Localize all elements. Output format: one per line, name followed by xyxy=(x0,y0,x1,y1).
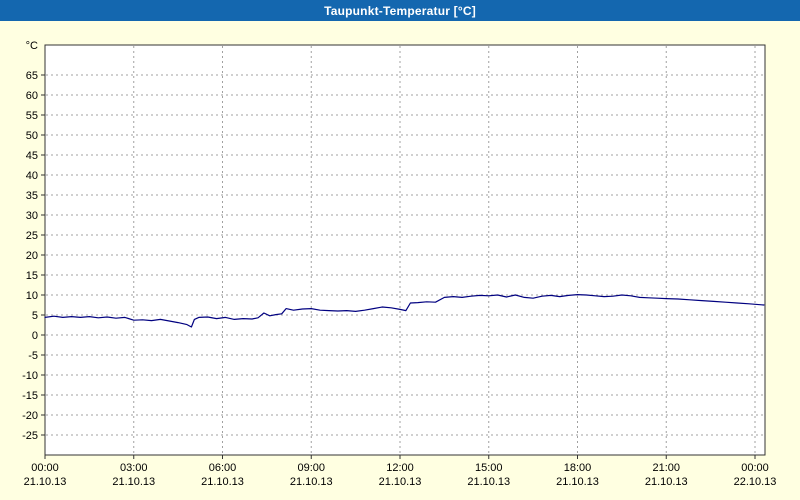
y-tick-label: 35 xyxy=(26,190,38,202)
x-tick-time-label: 18:00 xyxy=(564,462,592,474)
y-tick-label: 5 xyxy=(32,310,38,322)
x-tick-date-label: 21.10.13 xyxy=(201,476,244,488)
chart-title: Taupunkt-Temperatur [°C] xyxy=(324,3,476,18)
chart: 65605550454035302520151050-5-10-15-20-25… xyxy=(22,40,777,488)
y-tick-label: 25 xyxy=(26,230,38,242)
plot-background xyxy=(45,45,765,455)
x-tick-time-label: 00:00 xyxy=(741,462,769,474)
x-tick-time-label: 09:00 xyxy=(297,462,325,474)
x-tick-date-label: 21.10.13 xyxy=(645,476,688,488)
y-tick-label: 45 xyxy=(26,150,38,162)
y-tick-label: -20 xyxy=(22,410,38,422)
series-line xyxy=(44,294,765,328)
y-tick-label: 20 xyxy=(26,250,38,262)
y-tick-label: 65 xyxy=(26,70,38,82)
y-tick-label: 30 xyxy=(26,210,38,222)
x-tick-time-label: 03:00 xyxy=(120,462,148,474)
x-tick-date-label: 22.10.13 xyxy=(734,476,777,488)
y-tick-label: 10 xyxy=(26,290,38,302)
plot-border xyxy=(44,44,766,456)
y-tick-label: 50 xyxy=(26,130,38,142)
x-tick-time-label: 06:00 xyxy=(209,462,237,474)
x-tick-time-label: 21:00 xyxy=(652,462,680,474)
y-tick-label: -5 xyxy=(28,350,38,362)
y-tick-label: 60 xyxy=(26,90,38,102)
y-tick-label: -15 xyxy=(22,390,38,402)
x-tick-date-label: 21.10.13 xyxy=(467,476,510,488)
x-tick-time-label: 00:00 xyxy=(31,462,59,474)
x-tick-date-label: 21.10.13 xyxy=(290,476,333,488)
y-tick-label: 0 xyxy=(32,330,38,342)
y-axis-unit-label: °C xyxy=(26,40,38,52)
x-tick-date-label: 21.10.13 xyxy=(379,476,422,488)
x-tick-date-label: 21.10.13 xyxy=(556,476,599,488)
x-tick-date-label: 21.10.13 xyxy=(112,476,155,488)
x-tick-date-label: 21.10.13 xyxy=(24,476,67,488)
y-tick-label: 15 xyxy=(26,270,38,282)
x-tick-time-label: 15:00 xyxy=(475,462,503,474)
y-tick-label: 40 xyxy=(26,170,38,182)
x-tick-time-label: 12:00 xyxy=(386,462,414,474)
y-tick-label: -25 xyxy=(22,430,38,442)
y-tick-label: 55 xyxy=(26,110,38,122)
y-tick-label: -10 xyxy=(22,370,38,382)
chart-area: 65 60 55 50 45 40 35 30 25 20 15 10 5 0 -5 -10 -15 -20 -25… xyxy=(0,21,800,500)
title-bar: Taupunkt-Temperatur [°C] xyxy=(0,0,800,21)
